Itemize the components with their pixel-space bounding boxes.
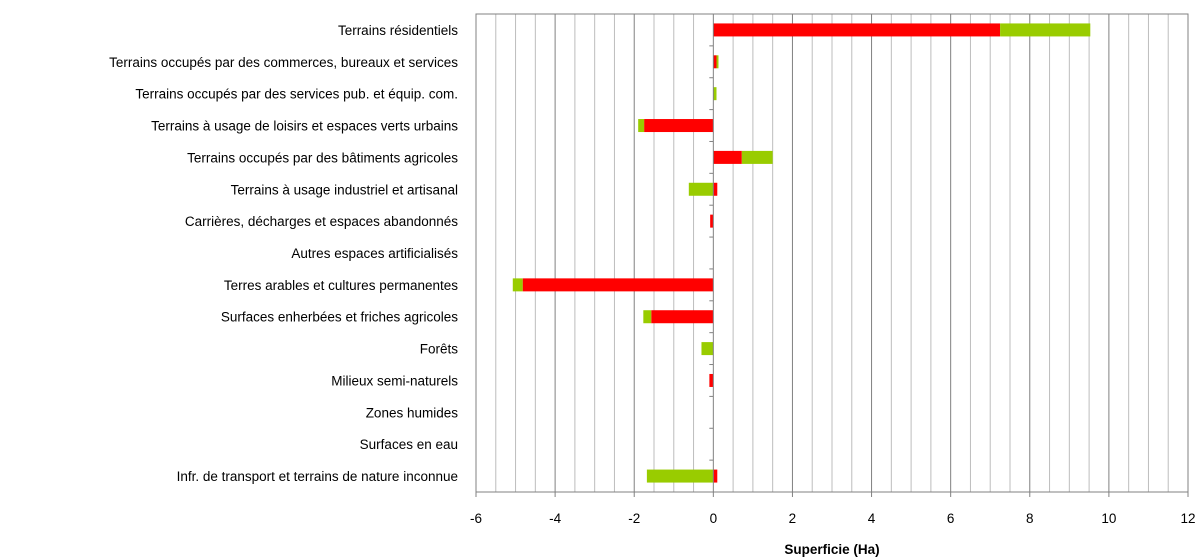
- bar-series-1: [522, 278, 714, 292]
- x-tick-label: -4: [549, 511, 561, 526]
- x-tick-label: 6: [947, 511, 955, 526]
- bar-series-2: [688, 182, 714, 196]
- x-tick-label: 10: [1101, 511, 1116, 526]
- gridlines: [495, 14, 1169, 492]
- x-tick-label: 8: [1026, 511, 1034, 526]
- category-label: Surfaces en eau: [360, 437, 458, 452]
- tick-labels: -6 -4 -2 0 2 4 6 8 10 12: [470, 511, 1196, 526]
- bar-series-2: [646, 469, 714, 483]
- axes: [475, 13, 1189, 497]
- category-label: Carrières, décharges et espaces abandonn…: [185, 214, 458, 229]
- bar-series-1: [710, 214, 714, 228]
- bar-series-1: [713, 150, 742, 164]
- category-label: Infr. de transport et terrains de nature…: [177, 469, 458, 484]
- category-label: Terrains occupés par des commerces, bure…: [109, 55, 458, 70]
- bar-series-1: [713, 469, 718, 483]
- bar-series-2: [1000, 23, 1091, 37]
- x-tick-label: -6: [470, 511, 482, 526]
- x-tick-label: -2: [628, 511, 640, 526]
- category-labels: Terrains résidentiels Terrains occupés pa…: [109, 23, 458, 484]
- category-label: Surfaces enherbées et friches agricoles: [221, 310, 458, 325]
- category-label: Milieux semi-naturels: [331, 373, 458, 388]
- bar-series-2: [643, 310, 652, 324]
- x-tick-label: 0: [710, 511, 718, 526]
- bar-series-2: [741, 150, 773, 164]
- x-tick-label: 2: [789, 511, 797, 526]
- category-label: Terrains résidentiels: [338, 23, 458, 38]
- x-axis-title: Superficie (Ha): [784, 542, 879, 557]
- bar-series-2: [512, 278, 523, 292]
- x-tick-label: 12: [1180, 511, 1195, 526]
- bar-series-2: [701, 342, 714, 356]
- bar-series-1: [713, 182, 718, 196]
- bar-series-2: [716, 55, 719, 69]
- x-tick-label: 4: [868, 511, 876, 526]
- bar-series-1: [713, 23, 1001, 37]
- category-label: Forêts: [420, 342, 459, 357]
- category-label: Zones humides: [366, 405, 459, 420]
- category-label: Terrains occupés par des services pub. e…: [135, 87, 458, 102]
- category-label: Terrains occupés par des bâtiments agric…: [187, 150, 458, 165]
- category-label: Autres espaces artificialisés: [291, 246, 458, 261]
- category-label: Terres arables et cultures permanentes: [224, 278, 458, 293]
- bar-series-1: [713, 55, 717, 69]
- bar-series-2: [713, 87, 717, 101]
- plot-area-border: [475, 13, 1189, 493]
- bar-series-1: [651, 310, 714, 324]
- bars: [512, 23, 1091, 483]
- category-label: Terrains à usage industriel et artisanal: [231, 182, 458, 197]
- bar-series-2: [638, 119, 645, 133]
- bar-series-1: [644, 119, 714, 133]
- bar-series-1: [709, 373, 714, 387]
- category-label: Terrains à usage de loisirs et espaces v…: [151, 119, 458, 134]
